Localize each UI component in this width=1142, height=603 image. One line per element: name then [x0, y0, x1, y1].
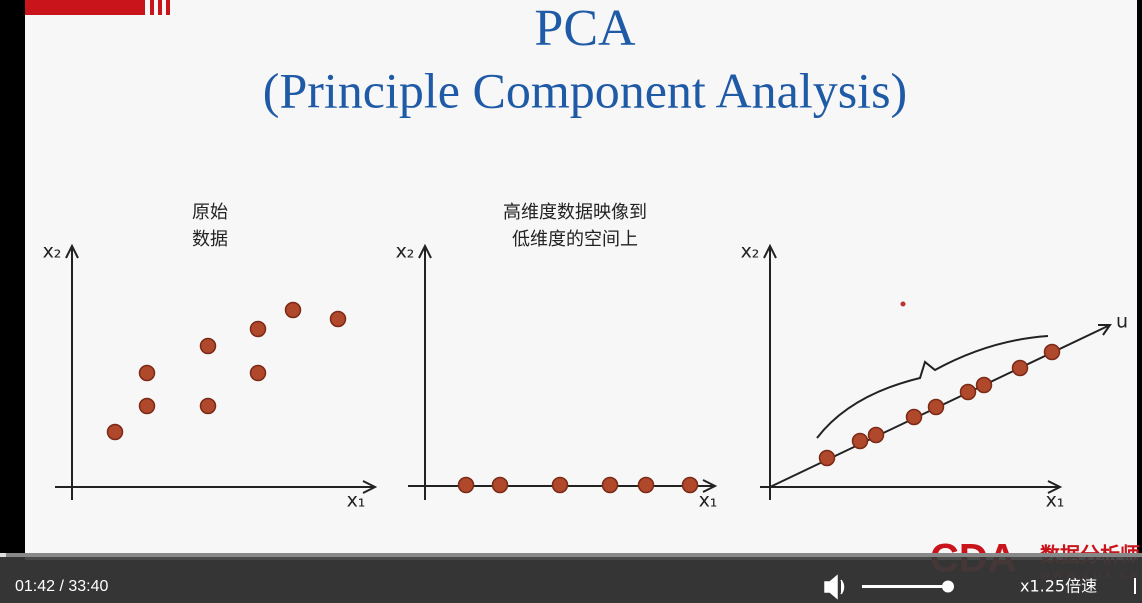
points: [457, 476, 699, 494]
point: [138, 364, 156, 382]
speck: [900, 301, 906, 307]
caption: 低维度的空间上: [512, 229, 638, 250]
red-stripe: [158, 0, 162, 15]
axes: [408, 243, 718, 500]
point: [681, 476, 699, 494]
x-label: x₁: [347, 490, 366, 512]
point: [601, 476, 619, 494]
edge-marker: [1134, 578, 1136, 594]
x-label: x₁: [699, 490, 718, 512]
brace: [816, 335, 1049, 439]
point: [491, 476, 509, 494]
volume-knob[interactable]: [942, 580, 954, 593]
caption: 数据: [192, 229, 228, 250]
axes: [760, 243, 1063, 500]
red-stripe: [150, 0, 154, 15]
point: [1011, 359, 1029, 377]
title: PCA: [534, 0, 636, 57]
point: [551, 476, 569, 494]
progress-track[interactable]: [0, 553, 1142, 557]
point: [199, 337, 217, 355]
volume-icon[interactable]: [824, 574, 845, 600]
point: [959, 383, 977, 401]
point: [106, 423, 124, 441]
point: [329, 310, 347, 328]
subtitle: (Principle Component Analysis): [263, 62, 907, 118]
time: 01:42 / 33:40: [15, 578, 109, 595]
speed[interactable]: x1.25倍速: [1020, 577, 1097, 596]
points: [818, 343, 1061, 467]
point: [905, 408, 923, 426]
red-bar: [25, 0, 145, 15]
caption: 高维度数据映像到: [503, 202, 647, 223]
point: [249, 320, 267, 338]
point: [637, 476, 655, 494]
axes: [55, 243, 378, 500]
slide: [25, 0, 1137, 560]
point: [975, 376, 993, 394]
x-label: x₁: [1046, 490, 1065, 512]
point: [199, 397, 217, 415]
u-label: u: [1116, 311, 1128, 333]
point: [138, 397, 156, 415]
point: [818, 449, 836, 467]
control-bar: [0, 556, 1142, 603]
y-label: x₂: [741, 241, 760, 263]
progress-played: [0, 553, 6, 557]
point: [1043, 343, 1061, 361]
caption: 原始: [192, 202, 228, 223]
points: [106, 301, 347, 441]
volume-slider[interactable]: [862, 585, 948, 588]
point: [457, 476, 475, 494]
point: [284, 301, 302, 319]
point: [851, 432, 869, 450]
y-label: x₂: [396, 241, 415, 263]
point: [927, 398, 945, 416]
point: [249, 364, 267, 382]
y-label: x₂: [43, 241, 62, 263]
point: [867, 426, 885, 444]
red-stripe: [166, 0, 170, 15]
